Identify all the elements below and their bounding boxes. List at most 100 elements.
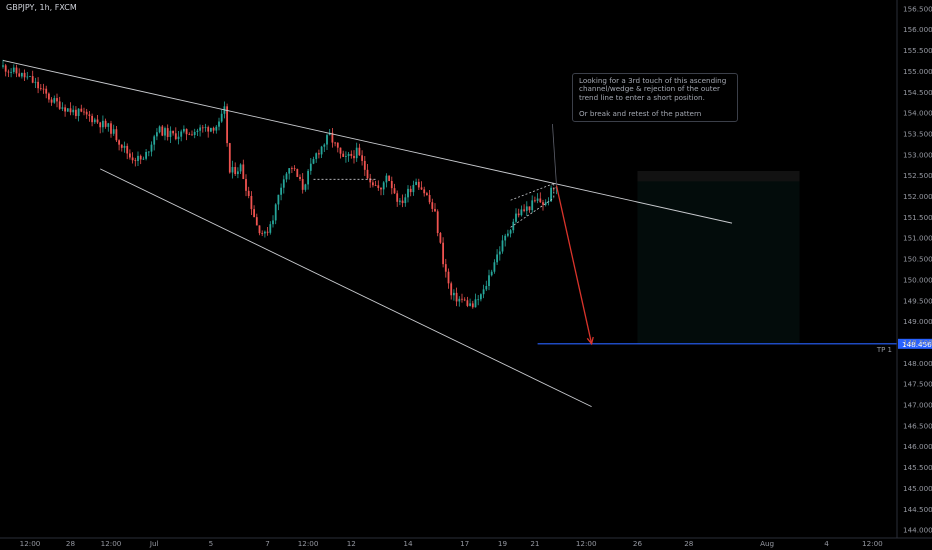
- candle-body: [293, 168, 296, 170]
- candle-body: [399, 200, 401, 202]
- candle-body: [339, 147, 342, 154]
- candle-body: [377, 185, 380, 188]
- candle-body: [345, 156, 347, 157]
- candle-body: [488, 275, 490, 287]
- price-tick-label: 151.500: [903, 213, 932, 222]
- candle-body: [407, 188, 409, 198]
- candle-body: [466, 300, 469, 306]
- candle-body: [96, 119, 99, 123]
- candle-body: [404, 197, 407, 204]
- candle-body: [350, 153, 353, 156]
- candle-body: [485, 286, 488, 290]
- candle-body: [212, 127, 215, 131]
- candle-body: [361, 155, 363, 161]
- candle-body: [528, 206, 531, 211]
- candle-body: [166, 128, 169, 137]
- candle-body: [226, 106, 228, 144]
- candle-body: [193, 131, 196, 136]
- time-tick-label: Aug: [760, 539, 774, 548]
- candle-body: [247, 190, 250, 197]
- time-tick-label: 12: [347, 539, 356, 548]
- price-tick-label: 156.500: [903, 4, 932, 13]
- candle-body: [442, 242, 444, 265]
- candle-body: [174, 133, 177, 140]
- candle-body: [4, 65, 7, 72]
- candle-body: [245, 179, 247, 191]
- candle-body: [461, 298, 463, 300]
- symbol-title: GBPJPY, 1h, FXCM: [6, 3, 77, 12]
- candle-body: [328, 132, 331, 136]
- candle-body: [204, 127, 207, 128]
- candle-body: [150, 144, 153, 152]
- price-tick-label: 152.000: [903, 192, 932, 201]
- price-tick-label: 146.500: [903, 421, 932, 430]
- candle-body: [539, 198, 542, 203]
- candle-body: [320, 146, 323, 155]
- candle-body: [77, 108, 80, 116]
- candle-body: [112, 129, 115, 134]
- candle-body: [493, 262, 496, 272]
- candle-body: [126, 145, 129, 154]
- candle-body: [480, 294, 482, 300]
- take-profit-zone[interactable]: [637, 181, 800, 344]
- candle-body: [169, 130, 172, 137]
- price-tick-label: 147.500: [903, 380, 932, 389]
- candle-body: [304, 184, 307, 190]
- candle-body: [515, 213, 517, 222]
- price-tick-label: 153.000: [903, 150, 932, 159]
- candle-body: [37, 81, 39, 89]
- candlesticks: [2, 59, 558, 309]
- candle-body: [453, 292, 455, 296]
- candle-body: [504, 235, 507, 241]
- candle-body: [436, 211, 439, 234]
- projection-arrow[interactable]: [555, 185, 593, 344]
- price-tick-label: 145.500: [903, 463, 932, 472]
- time-tick-label: 12:00: [20, 539, 41, 548]
- candle-body: [307, 170, 309, 185]
- candle-body: [266, 231, 269, 233]
- candle-body: [180, 131, 183, 137]
- upper-trendline[interactable]: [2, 60, 733, 224]
- price-axis[interactable]: 156.500 156.000 155.500 155.000 154.500 154.0…: [896, 0, 932, 538]
- stop-loss-zone[interactable]: [637, 170, 800, 182]
- candle-body: [123, 145, 126, 148]
- candle-body: [507, 233, 509, 236]
- candle-body: [99, 122, 102, 128]
- candle-body: [104, 120, 107, 127]
- candle-body: [164, 128, 166, 136]
- candle-body: [93, 119, 96, 123]
- candle-body: [380, 187, 382, 190]
- candle-body: [331, 132, 334, 143]
- candle-body: [434, 208, 436, 212]
- candle-body: [291, 168, 293, 169]
- time-tick-label: 17: [460, 539, 469, 548]
- candle-body: [299, 176, 301, 180]
- candle-body: [301, 179, 304, 190]
- chart-drawings[interactable]: TP 1 148.456: [2, 60, 932, 408]
- lower-trendline[interactable]: [100, 168, 592, 408]
- candle-body: [191, 134, 193, 136]
- candle-body: [323, 144, 326, 147]
- time-tick-label: 4: [824, 539, 829, 548]
- candle-body: [482, 289, 485, 295]
- candle-body: [374, 185, 377, 187]
- wedge-lower-line[interactable]: [510, 197, 555, 228]
- target-price-tag: [898, 338, 932, 349]
- target-price-label: 148.456: [902, 340, 932, 349]
- candle-body: [282, 179, 285, 188]
- candle-body: [428, 195, 431, 203]
- candle-body: [237, 171, 239, 175]
- candle-body: [218, 121, 220, 127]
- candle-body: [309, 163, 312, 171]
- time-axis[interactable]: 12:00 28 12:00 Jul 5 7 12:00 12 14 17 19 21 12:00 26 2…: [0, 537, 932, 548]
- price-tick-label: 156.000: [903, 25, 932, 34]
- candle-body: [161, 126, 164, 136]
- short-position-zone[interactable]: [637, 170, 800, 344]
- candle-body: [39, 88, 42, 90]
- candle-body: [388, 175, 390, 182]
- price-tick-label: 147.000: [903, 401, 932, 410]
- candle-body: [447, 271, 450, 284]
- trade-idea-note[interactable]: Looking for a 3rd touch of this ascendin…: [572, 73, 738, 123]
- candle-body: [372, 182, 374, 186]
